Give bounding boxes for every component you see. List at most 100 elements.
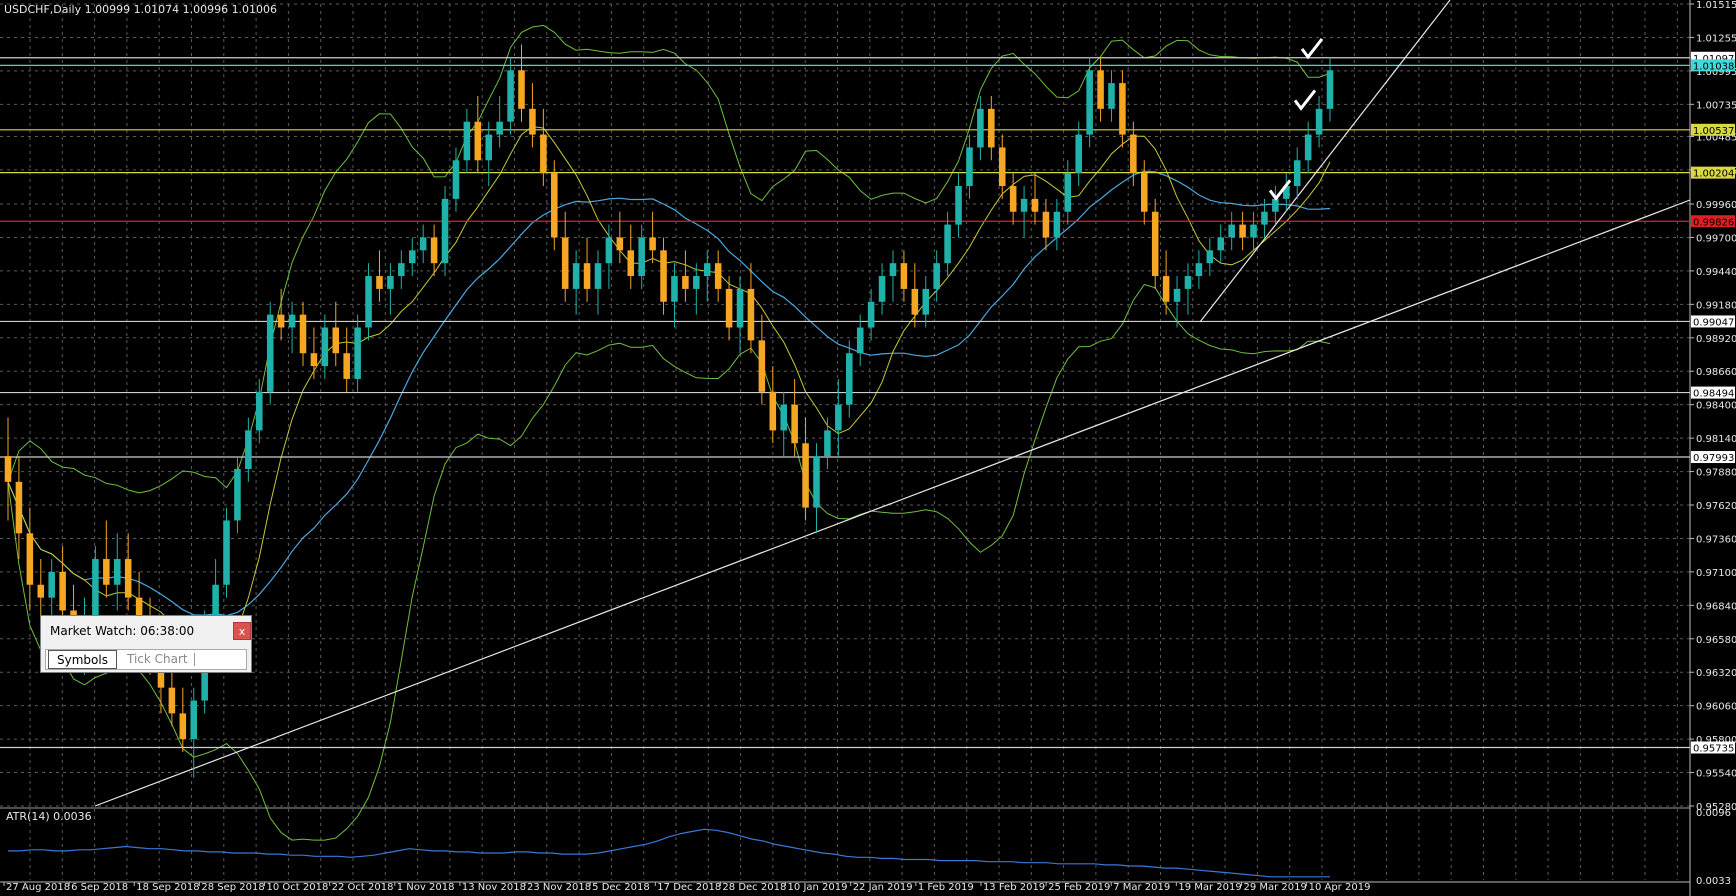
market-watch-panel[interactable]: Market Watch: 06:38:00 x Symbols Tick Ch… xyxy=(40,615,252,673)
tab-symbols[interactable]: Symbols xyxy=(48,650,117,669)
y-tick-label: 1.00735 xyxy=(1696,100,1736,111)
price-level-label: 1.00204 xyxy=(1693,169,1734,180)
candle-body xyxy=(561,237,569,289)
candle-body xyxy=(1009,186,1017,212)
candle-body xyxy=(1031,198,1039,212)
price-level-label: 0.99047 xyxy=(1693,317,1734,328)
candle-body xyxy=(747,288,755,341)
candles xyxy=(4,44,1334,778)
x-tick-label: 10 Oct 2018 xyxy=(267,882,329,893)
candle-body xyxy=(1195,263,1203,277)
candle-body xyxy=(802,443,809,508)
y-tick-label: 0.99960 xyxy=(1696,200,1736,211)
candle-body xyxy=(1272,198,1279,212)
candle-body xyxy=(15,481,23,534)
candle-body xyxy=(1184,276,1192,289)
candle-body xyxy=(1042,211,1050,238)
x-tick-label: 5 Dec 2018 xyxy=(592,882,650,893)
candle-body xyxy=(966,147,973,187)
y-tick-label: 0.96320 xyxy=(1696,668,1736,679)
y-tick-label: 0.95280 xyxy=(1696,802,1736,813)
candle-body xyxy=(1097,70,1104,109)
candle-body xyxy=(223,520,230,585)
y-tick-label: 1.01255 xyxy=(1696,33,1736,44)
candle-body xyxy=(1250,224,1257,238)
price-level-tag xyxy=(1691,166,1735,179)
candle-body xyxy=(900,263,908,289)
trendlines xyxy=(94,0,1691,807)
y-tick-label: 0.98400 xyxy=(1696,401,1736,412)
candle-body xyxy=(529,108,536,135)
candle-body xyxy=(1162,276,1170,302)
long-trendline xyxy=(94,199,1691,807)
x-tick-label: 22 Jan 2019 xyxy=(853,882,913,893)
candle-body xyxy=(660,250,667,302)
candle-body xyxy=(769,391,777,431)
candle-body xyxy=(1261,211,1268,225)
bollinger-upper xyxy=(7,24,1331,494)
short-trendline xyxy=(1199,0,1451,323)
candle-body xyxy=(856,327,864,354)
candle-body xyxy=(1020,198,1028,212)
check-icon xyxy=(1300,38,1324,60)
candle-body xyxy=(616,237,624,251)
candle-body xyxy=(376,276,383,289)
candle-body xyxy=(310,353,318,367)
candle-body xyxy=(92,559,99,624)
candle-body xyxy=(878,276,886,302)
y-tick-label: 1.00995 xyxy=(1696,67,1736,78)
y-tick-label: 0.95540 xyxy=(1696,769,1736,780)
checkmark-annotations xyxy=(1268,38,1324,201)
candle-body xyxy=(299,314,307,354)
x-tick-label: 19 Mar 2019 xyxy=(1178,882,1241,893)
candle-body xyxy=(638,237,645,277)
candle-body xyxy=(988,108,995,148)
y-tick-label: 0.98140 xyxy=(1696,434,1736,445)
x-tick-label: 17 Dec 2018 xyxy=(657,882,721,893)
candle-body xyxy=(332,327,340,354)
candle-body xyxy=(1283,186,1290,199)
candle-body xyxy=(212,584,219,624)
x-tick-label: 28 Sep 2018 xyxy=(201,882,264,893)
candle-body xyxy=(168,687,176,714)
candle-body xyxy=(540,134,547,174)
candle-body xyxy=(758,340,766,392)
close-button[interactable]: x xyxy=(233,622,251,640)
market-watch-title: Market Watch: 06:38:00 xyxy=(50,624,195,638)
candle-body xyxy=(955,186,962,225)
candle-body xyxy=(1217,237,1225,251)
price-level-label: 1.01097 xyxy=(1693,54,1734,65)
y-tick-label: 0.97100 xyxy=(1696,568,1736,579)
candle-body xyxy=(791,404,798,444)
chart-header: USDCHF,Daily 1.00999 1.01074 1.00996 1.0… xyxy=(4,3,277,16)
candle-body xyxy=(266,314,274,392)
candle-body xyxy=(354,327,361,379)
y-tick-label: 0.97620 xyxy=(1696,501,1736,512)
candle-body xyxy=(48,571,55,598)
check-icon xyxy=(1293,89,1317,111)
candle-body xyxy=(179,713,187,740)
candle-body xyxy=(37,584,45,598)
candle-body xyxy=(321,327,329,367)
candle-body xyxy=(933,263,940,289)
candle-body xyxy=(1239,224,1246,238)
candle-body xyxy=(813,456,820,508)
price-level-tag xyxy=(1691,215,1735,228)
atr-label: ATR(14) 0.0036 xyxy=(6,810,92,823)
x-tick-label: 1 Nov 2018 xyxy=(397,882,455,893)
candle-body xyxy=(234,468,241,521)
candle-body xyxy=(551,173,558,238)
candle-body xyxy=(1228,224,1235,238)
candle-body xyxy=(998,147,1006,187)
candle-body xyxy=(911,288,919,315)
market-watch-tabs: Symbols Tick Chart xyxy=(45,649,247,670)
price-level-tag xyxy=(1691,315,1735,328)
tab-tick-chart[interactable]: Tick Chart xyxy=(127,652,188,666)
candle-body xyxy=(452,160,460,199)
candle-body xyxy=(605,237,613,264)
candle-body xyxy=(1064,173,1072,212)
candle-body xyxy=(682,276,689,289)
x-tick-label: 22 Oct 2018 xyxy=(332,882,394,893)
grid xyxy=(0,0,1691,896)
